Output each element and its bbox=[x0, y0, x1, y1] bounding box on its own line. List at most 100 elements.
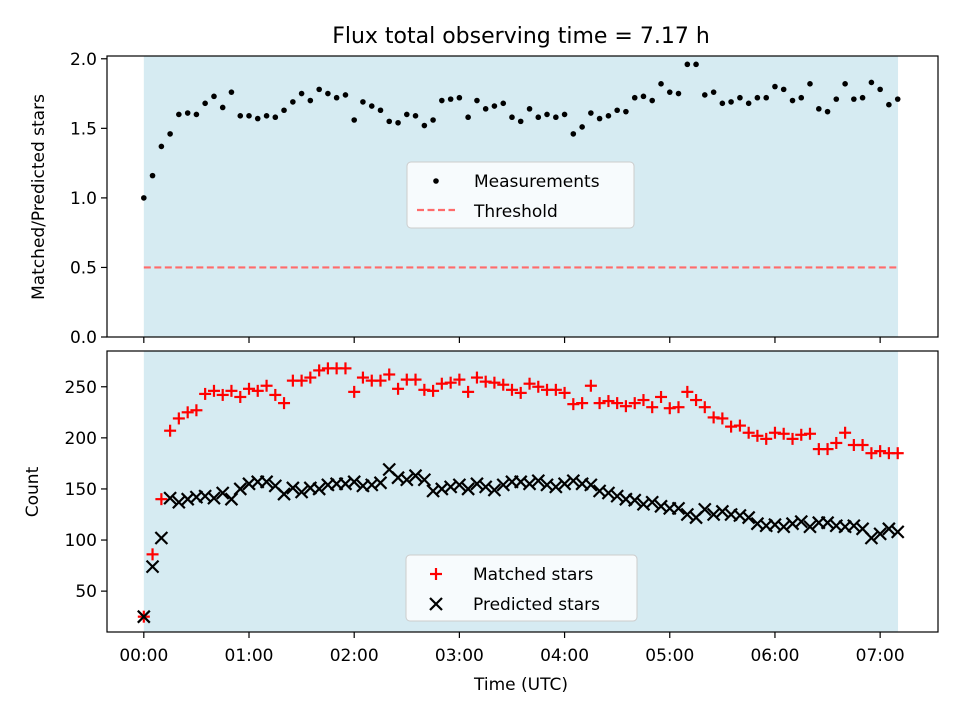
point-measurements bbox=[842, 81, 848, 87]
point-measurements bbox=[491, 103, 498, 109]
point-matched-stars bbox=[269, 388, 282, 401]
point-measurements bbox=[649, 97, 655, 104]
point-measurements bbox=[623, 108, 629, 115]
point-matched-stars bbox=[523, 377, 536, 390]
point-matched-stars bbox=[821, 443, 834, 456]
point-matched-stars bbox=[655, 390, 668, 403]
point-matched-stars bbox=[383, 368, 396, 381]
point-measurements bbox=[316, 86, 322, 93]
axes-frame-bottom bbox=[106, 350, 939, 633]
point-measurements bbox=[307, 97, 314, 104]
point-predicted-stars bbox=[671, 501, 686, 516]
point-matched-stars bbox=[444, 376, 457, 389]
point-matched-stars bbox=[374, 374, 387, 387]
point-measurements bbox=[675, 90, 682, 97]
point-measurements bbox=[772, 83, 778, 90]
point-predicted-stars bbox=[627, 493, 642, 507]
point-predicted-stars bbox=[312, 482, 326, 496]
point-measurements bbox=[719, 100, 726, 107]
point-matched-stars bbox=[874, 445, 887, 458]
ytick-label-top: 0.0 bbox=[70, 328, 97, 348]
point-predicted-stars bbox=[873, 527, 887, 541]
point-predicted-stars bbox=[461, 482, 475, 496]
point-measurements bbox=[176, 111, 182, 118]
point-measurements bbox=[596, 115, 603, 122]
point-matched-stars bbox=[628, 397, 641, 410]
point-matched-stars bbox=[155, 493, 168, 506]
point-matched-stars bbox=[392, 382, 405, 395]
point-matched-stars bbox=[611, 397, 624, 410]
point-matched-stars bbox=[505, 383, 518, 396]
point-predicted-stars bbox=[715, 504, 730, 519]
point-predicted-stars bbox=[373, 476, 388, 490]
point-matched-stars bbox=[470, 371, 483, 384]
point-predicted-stars bbox=[847, 518, 861, 533]
point-matched-stars bbox=[672, 401, 685, 414]
point-predicted-stars bbox=[408, 468, 423, 483]
point-predicted-stars bbox=[794, 514, 809, 529]
point-matched-stars bbox=[278, 397, 291, 410]
point-predicted-stars bbox=[470, 477, 484, 491]
point-measurements bbox=[658, 81, 664, 87]
point-measurements bbox=[500, 100, 507, 107]
point-matched-stars bbox=[891, 447, 904, 460]
point-predicted-stars bbox=[487, 483, 502, 497]
point-predicted-stars bbox=[803, 519, 817, 534]
point-matched-stars bbox=[488, 376, 501, 389]
point-predicted-stars bbox=[478, 480, 493, 494]
ytick-label-top: 1.0 bbox=[70, 189, 97, 209]
legend-label-measurements: Measurements bbox=[474, 172, 600, 192]
panel-bottom: 50 100 150 200 250 00:00 01:00 02:00 03:00 04:00… bbox=[23, 350, 939, 695]
point-measurements bbox=[351, 117, 357, 123]
point-measurements bbox=[780, 86, 787, 93]
point-matched-stars bbox=[786, 432, 799, 445]
point-measurements bbox=[728, 99, 734, 105]
point-matched-stars bbox=[225, 384, 238, 397]
point-matched-stars bbox=[207, 384, 220, 397]
point-measurements bbox=[816, 106, 822, 112]
point-measurements bbox=[851, 96, 857, 102]
ytick-label-bottom: 100 bbox=[65, 531, 97, 551]
point-matched-stars bbox=[304, 371, 317, 384]
point-matched-stars bbox=[549, 383, 562, 396]
legend-marker-measurements bbox=[433, 178, 439, 184]
xtick-label: 02:00 bbox=[330, 646, 379, 666]
point-measurements bbox=[693, 61, 699, 68]
legend-top: Measurements Threshold bbox=[406, 161, 635, 229]
point-matched-stars bbox=[619, 400, 632, 413]
point-measurements bbox=[710, 89, 717, 95]
point-measurements bbox=[544, 111, 550, 118]
point-measurements bbox=[631, 94, 638, 101]
point-measurements bbox=[526, 106, 533, 112]
point-predicted-stars bbox=[137, 609, 151, 624]
point-measurements bbox=[745, 100, 752, 107]
point-measurements bbox=[807, 81, 813, 87]
point-predicted-stars bbox=[549, 480, 563, 494]
ylabel-bottom: Count bbox=[23, 466, 43, 517]
point-measurements bbox=[430, 117, 436, 123]
point-predicted-stars bbox=[207, 491, 221, 505]
point-measurements bbox=[553, 114, 559, 121]
point-predicted-stars bbox=[820, 515, 835, 530]
point-measurements bbox=[684, 61, 691, 68]
point-measurements bbox=[447, 96, 454, 102]
point-measurements bbox=[246, 113, 252, 119]
legend-label-threshold: Threshold bbox=[473, 202, 558, 222]
ytick-label-top: 2.0 bbox=[70, 50, 97, 70]
point-matched-stars bbox=[584, 379, 597, 392]
legend-label-predicted: Predicted stars bbox=[473, 595, 600, 615]
point-predicted-stars bbox=[215, 486, 230, 500]
point-measurements bbox=[333, 94, 340, 101]
point-measurements bbox=[614, 107, 620, 114]
point-measurements bbox=[465, 114, 471, 121]
point-matched-stars bbox=[348, 385, 361, 398]
point-predicted-stars bbox=[584, 478, 598, 492]
point-measurements bbox=[386, 118, 393, 125]
point-measurements bbox=[737, 94, 743, 101]
point-measurements bbox=[254, 115, 261, 122]
point-matched-stars bbox=[356, 371, 369, 384]
legend-bottom: Matched stars Predicted stars bbox=[405, 554, 638, 622]
point-matched-stars bbox=[462, 385, 475, 398]
point-matched-stars bbox=[260, 379, 273, 392]
